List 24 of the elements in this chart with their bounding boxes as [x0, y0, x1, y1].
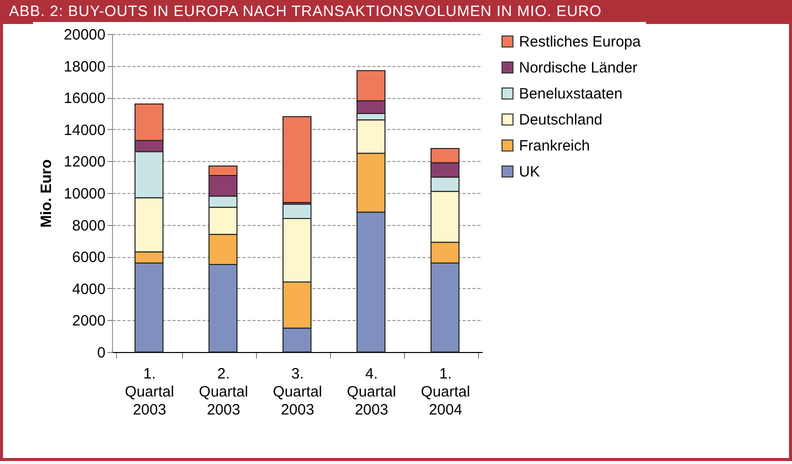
y-tick-label: 8000 — [72, 217, 106, 234]
chart-title: ABB. 2: BUY-OUTS IN EUROPA NACH TRANSAKTIONSVOLUMEN IN MIO. EURO — [3, 0, 789, 24]
legend-label: Frankreich — [519, 138, 590, 154]
y-tick-label: 4000 — [72, 280, 106, 298]
x-tick-label: 4. Quartal 2003 — [346, 366, 396, 418]
y-tick-label: 14000 — [64, 122, 106, 139]
x-tick-label: 1. Quartal 2004 — [420, 366, 470, 418]
y-tick-label: 16000 — [64, 90, 106, 108]
y-tick-label: 20000 — [64, 26, 106, 44]
legend-label: Beneluxstaaten — [519, 86, 622, 102]
x-tick-label: 2. Quartal 2003 — [198, 366, 248, 418]
y-axis-title: Mio. Euro — [38, 159, 55, 228]
y-tick-label: 10000 — [64, 186, 106, 202]
legend-label: Deutschland — [519, 112, 602, 128]
y-tick-label: 12000 — [64, 154, 106, 171]
x-tick-label: 1. Quartal 2003 — [124, 366, 174, 418]
legend-label: UK — [519, 164, 540, 180]
y-tick-label: 6000 — [72, 249, 106, 266]
y-tick-label: 2000 — [72, 312, 106, 330]
legend-label: Nordische Länder — [519, 60, 638, 76]
x-tick-label: 3. Quartal 2003 — [272, 366, 322, 418]
legend-label: Restliches Europa — [519, 34, 642, 50]
y-tick-label: 18000 — [64, 58, 106, 76]
y-tick-label: 0 — [97, 344, 106, 362]
